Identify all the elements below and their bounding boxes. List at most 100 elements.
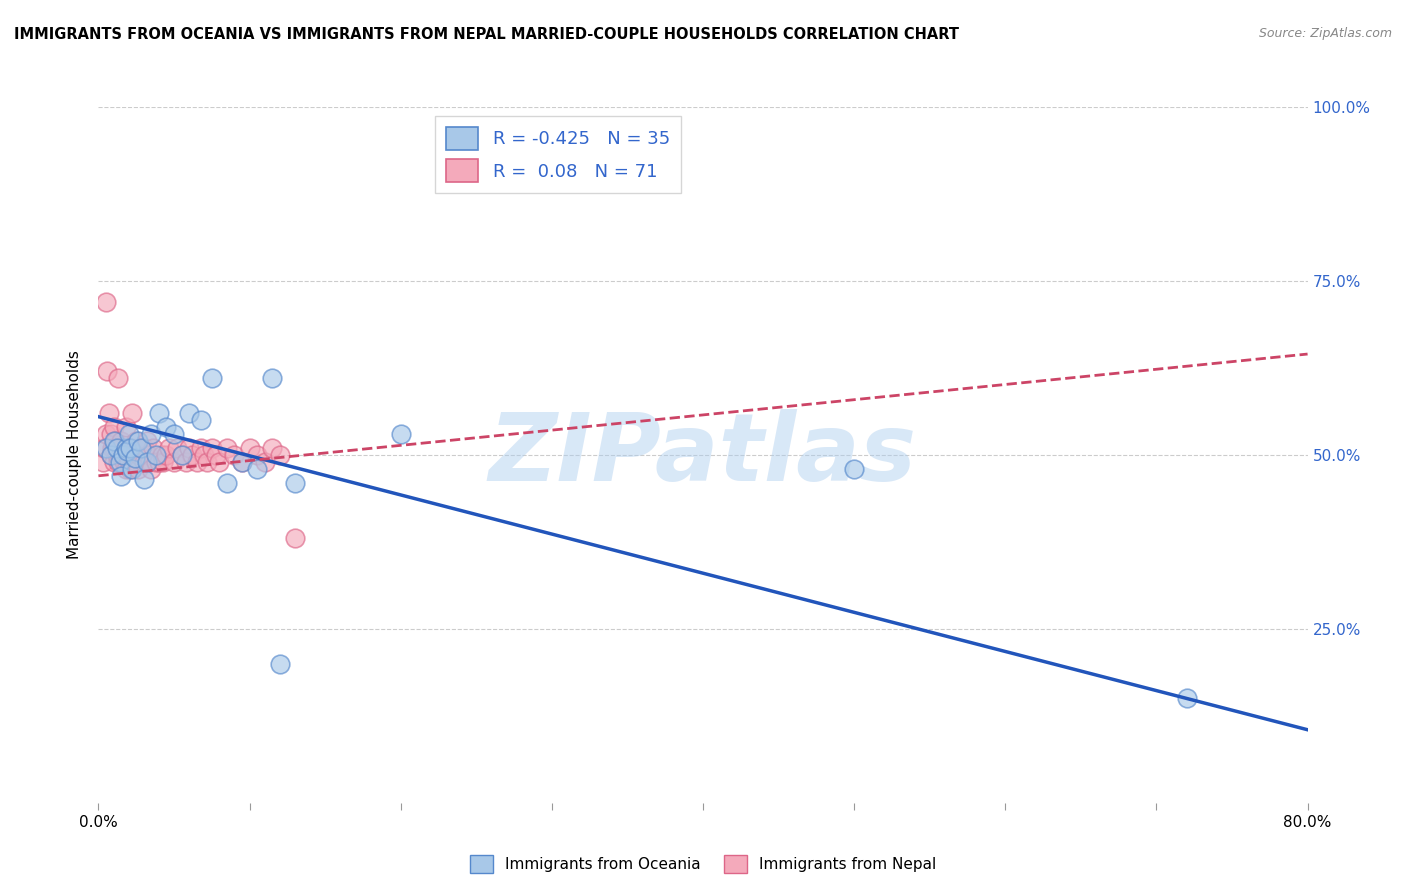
Point (101, 441, 124, 455)
Point (201, 371, 224, 385)
Point (103, 441, 125, 455)
Point (111, 448, 134, 462)
Point (105, 448, 128, 462)
Point (114, 420, 136, 434)
Point (215, 441, 238, 455)
Point (253, 455, 276, 469)
Text: IMMIGRANTS FROM OCEANIA VS IMMIGRANTS FROM NEPAL MARRIED-COUPLE HOUSEHOLDS CORRE: IMMIGRANTS FROM OCEANIA VS IMMIGRANTS FR… (14, 27, 959, 42)
Point (224, 448, 246, 462)
Point (1175, 691, 1198, 706)
Point (139, 455, 162, 469)
Point (181, 448, 204, 462)
Point (132, 455, 155, 469)
Point (148, 406, 170, 420)
Point (120, 441, 142, 455)
Point (107, 455, 129, 469)
Point (174, 455, 197, 469)
Point (208, 455, 231, 469)
Point (215, 475, 238, 490)
Point (141, 462, 163, 476)
Point (231, 455, 253, 469)
Text: Source: ZipAtlas.com: Source: ZipAtlas.com (1258, 27, 1392, 40)
Point (141, 427, 163, 442)
Y-axis label: Married-couple Households: Married-couple Households (67, 351, 83, 559)
Point (121, 406, 143, 420)
Point (142, 441, 165, 455)
Point (195, 455, 218, 469)
Point (132, 472, 155, 486)
Point (159, 441, 181, 455)
Point (115, 444, 138, 458)
Point (103, 455, 125, 469)
Point (262, 371, 284, 385)
Point (110, 441, 132, 455)
Point (94, 294, 117, 309)
Point (103, 420, 125, 434)
Point (246, 462, 269, 476)
Point (128, 448, 150, 462)
Point (94, 427, 117, 442)
Point (132, 441, 155, 455)
Point (125, 455, 148, 469)
Point (118, 427, 141, 442)
Point (103, 434, 125, 448)
Legend: Immigrants from Oceania, Immigrants from Nepal: Immigrants from Oceania, Immigrants from… (464, 849, 942, 879)
Text: ZIPatlas: ZIPatlas (489, 409, 917, 501)
Point (114, 441, 136, 455)
Point (114, 462, 136, 476)
Point (129, 441, 152, 455)
Point (98, 406, 121, 420)
Point (107, 371, 129, 385)
Point (145, 448, 167, 462)
Point (205, 448, 228, 462)
Point (136, 448, 159, 462)
Point (155, 420, 177, 434)
Point (246, 448, 269, 462)
Point (190, 413, 212, 427)
Point (118, 441, 141, 455)
Point (193, 448, 215, 462)
Point (284, 475, 307, 490)
Point (170, 448, 193, 462)
Point (150, 448, 173, 462)
Point (100, 427, 122, 442)
Point (284, 532, 307, 546)
Point (111, 448, 134, 462)
Point (262, 441, 284, 455)
Point (145, 455, 167, 469)
Point (118, 455, 141, 469)
Point (190, 441, 212, 455)
Point (127, 462, 149, 476)
Point (121, 448, 143, 462)
Point (179, 406, 201, 420)
Point (124, 451, 146, 466)
Point (166, 441, 188, 455)
Point (100, 448, 122, 462)
Point (129, 441, 152, 455)
Point (122, 441, 145, 455)
Point (170, 448, 193, 462)
Point (186, 455, 208, 469)
Point (93, 441, 115, 455)
Point (127, 434, 149, 448)
Point (105, 441, 128, 455)
Point (269, 657, 291, 671)
Point (121, 462, 143, 476)
Point (231, 455, 253, 469)
Point (135, 455, 157, 469)
Point (269, 448, 291, 462)
Point (124, 448, 146, 462)
Point (104, 434, 127, 448)
Point (163, 427, 186, 442)
Point (94, 441, 117, 455)
Point (135, 434, 157, 448)
Point (100, 448, 122, 462)
Point (179, 441, 201, 455)
Point (120, 462, 142, 476)
Point (163, 455, 186, 469)
Point (108, 448, 131, 462)
Point (239, 441, 262, 455)
Point (125, 434, 148, 448)
Point (108, 455, 131, 469)
Point (112, 455, 135, 469)
